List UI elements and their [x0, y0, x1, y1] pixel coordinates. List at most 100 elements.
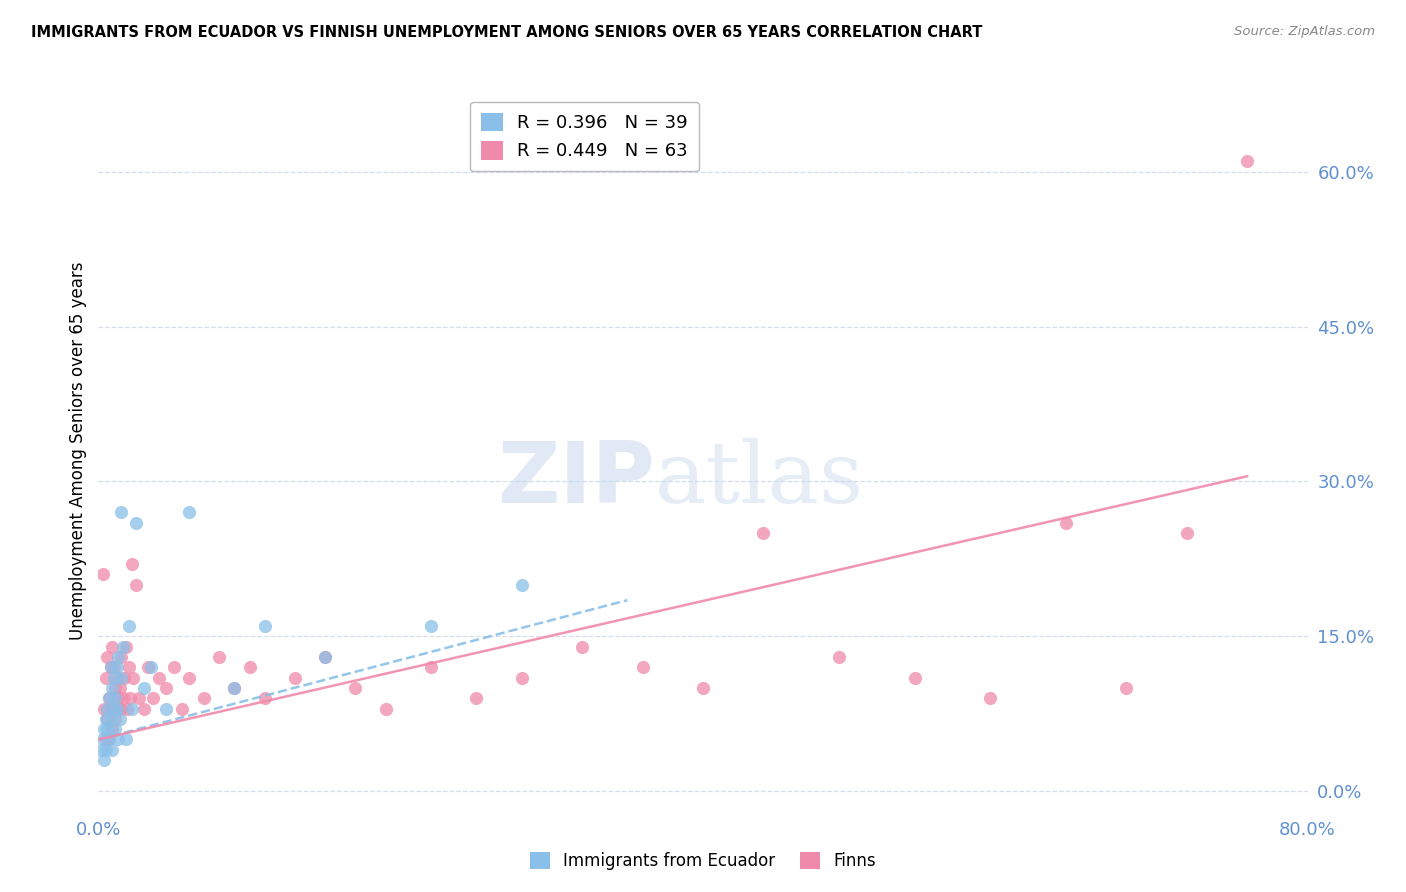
Point	[155, 701, 177, 715]
Point	[1175, 526, 1198, 541]
Point	[420, 660, 443, 674]
Point	[141, 660, 163, 674]
Point	[110, 671, 132, 685]
Y-axis label: Unemployment Among Seniors over 65 years: Unemployment Among Seniors over 65 years	[69, 261, 87, 640]
Point	[100, 701, 122, 715]
Point	[98, 732, 121, 747]
Point	[96, 712, 118, 726]
Point	[253, 691, 276, 706]
Point	[103, 660, 125, 674]
Point	[94, 732, 117, 747]
Point	[104, 681, 127, 695]
Point	[101, 681, 124, 695]
Point	[692, 681, 714, 695]
Point	[115, 701, 138, 715]
Point	[101, 640, 124, 654]
Point	[93, 701, 115, 715]
Point	[104, 712, 127, 726]
Point	[110, 701, 132, 715]
Point	[142, 691, 165, 706]
Point	[314, 649, 336, 664]
Point	[108, 681, 131, 695]
Point	[374, 701, 396, 715]
Point	[98, 691, 121, 706]
Point	[253, 619, 276, 633]
Point	[110, 505, 132, 519]
Point	[344, 681, 367, 695]
Point	[94, 743, 117, 757]
Point	[284, 671, 307, 685]
Point	[132, 681, 155, 695]
Point	[111, 691, 134, 706]
Point	[314, 649, 336, 664]
Point	[179, 671, 201, 685]
Point	[904, 671, 927, 685]
Point	[94, 671, 117, 685]
Point	[1236, 154, 1258, 169]
Point	[101, 722, 124, 736]
Point	[93, 722, 115, 736]
Point	[1115, 681, 1137, 695]
Point	[94, 712, 117, 726]
Text: Source: ZipAtlas.com: Source: ZipAtlas.com	[1234, 25, 1375, 38]
Text: IMMIGRANTS FROM ECUADOR VS FINNISH UNEMPLOYMENT AMONG SENIORS OVER 65 YEARS CORR: IMMIGRANTS FROM ECUADOR VS FINNISH UNEMP…	[31, 25, 983, 40]
Point	[100, 660, 122, 674]
Point	[98, 691, 121, 706]
Point	[193, 691, 215, 706]
Point	[103, 701, 125, 715]
Point	[103, 701, 125, 715]
Point	[104, 722, 127, 736]
Point	[224, 681, 246, 695]
Point	[96, 701, 118, 715]
Point	[107, 732, 129, 747]
Point	[170, 701, 193, 715]
Point	[118, 619, 141, 633]
Point	[163, 660, 186, 674]
Point	[136, 660, 159, 674]
Point	[93, 753, 115, 767]
Point	[420, 619, 443, 633]
Legend: Immigrants from Ecuador, Finns: Immigrants from Ecuador, Finns	[523, 845, 883, 877]
Point	[103, 671, 125, 685]
Point	[107, 649, 129, 664]
Point	[148, 671, 170, 685]
Point	[571, 640, 593, 654]
Point	[104, 691, 127, 706]
Point	[631, 660, 654, 674]
Point	[121, 557, 143, 571]
Point	[111, 640, 134, 654]
Point	[98, 732, 121, 747]
Point	[155, 681, 177, 695]
Point	[132, 701, 155, 715]
Point	[120, 691, 142, 706]
Point	[208, 649, 231, 664]
Point	[105, 660, 128, 674]
Point	[121, 701, 143, 715]
Legend: R = 0.396   N = 39, R = 0.449   N = 63: R = 0.396 N = 39, R = 0.449 N = 63	[470, 102, 699, 171]
Point	[101, 743, 124, 757]
Point	[96, 649, 118, 664]
Text: atlas: atlas	[655, 438, 863, 521]
Point	[128, 691, 150, 706]
Point	[510, 577, 533, 591]
Text: ZIP: ZIP	[496, 438, 655, 521]
Point	[105, 701, 128, 715]
Point	[96, 722, 118, 736]
Point	[105, 671, 128, 685]
Point	[125, 516, 148, 530]
Point	[239, 660, 262, 674]
Point	[110, 649, 132, 664]
Point	[979, 691, 1001, 706]
Point	[107, 691, 129, 706]
Point	[465, 691, 488, 706]
Point	[108, 712, 131, 726]
Point	[100, 660, 122, 674]
Point	[114, 732, 136, 747]
Point	[752, 526, 775, 541]
Point	[90, 743, 112, 757]
Point	[179, 505, 201, 519]
Point	[100, 712, 122, 726]
Point	[125, 577, 148, 591]
Point	[122, 671, 145, 685]
Point	[114, 640, 136, 654]
